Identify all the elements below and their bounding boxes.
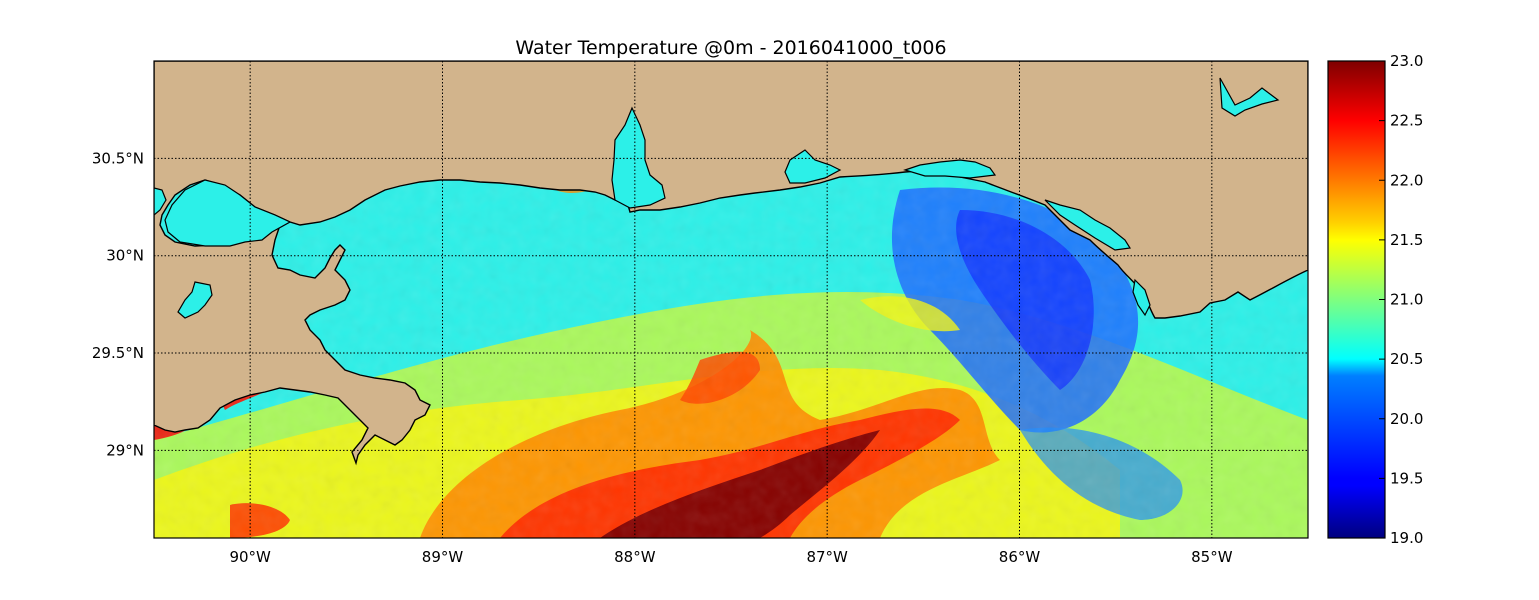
longitude-tick-labels: 90°W 89°W 88°W 87°W 86°W 85°W <box>229 548 1232 566</box>
colorbar-tick-label: 20.5 <box>1390 350 1423 368</box>
longitude-label: 87°W <box>806 548 848 566</box>
lake-maurepas <box>154 187 167 216</box>
colorbar-tick-label: 19.0 <box>1390 529 1423 547</box>
latitude-label: 30.5°N <box>92 149 144 167</box>
colorbar-tick-label: 21.5 <box>1390 231 1423 249</box>
colorbar-tick-label: 20.0 <box>1390 410 1423 428</box>
colorbar-ticks: 23.0 22.5 22.0 21.5 21.0 20.5 20.0 19.5 19.0 <box>1379 52 1423 547</box>
apalachicola-bay <box>1132 278 1151 317</box>
colorbar-tick-label: 22.5 <box>1390 112 1423 130</box>
choctawhatchee-bay <box>903 159 997 179</box>
st-andrew-bay <box>1044 199 1132 251</box>
map-plot <box>154 61 1308 538</box>
chart-title: Water Temperature @0m - 2016041000_t006 <box>515 37 946 59</box>
latitude-tick-labels: 30.5°N 30°N 29.5°N 29°N <box>92 149 144 459</box>
longitude-label: 85°W <box>1191 548 1233 566</box>
colorbar-gradient <box>1327 60 1386 539</box>
longitude-label: 90°W <box>229 548 271 566</box>
latitude-label: 29.5°N <box>92 344 144 362</box>
lake-pontchartrain <box>164 179 292 247</box>
colorbar: 23.0 22.5 22.0 21.5 21.0 20.5 20.0 19.5 19.0 <box>1327 52 1423 547</box>
colorbar-tick-label: 22.0 <box>1390 171 1423 189</box>
latitude-label: 29°N <box>106 441 144 459</box>
latitude-label: 30°N <box>106 247 144 265</box>
longitude-label: 86°W <box>999 548 1041 566</box>
lake-salvador <box>177 281 213 319</box>
colorbar-tick-label: 19.5 <box>1390 469 1423 487</box>
colorbar-tick-label: 23.0 <box>1390 52 1423 70</box>
longitude-label: 89°W <box>422 548 464 566</box>
longitude-label: 88°W <box>614 548 656 566</box>
graticule <box>154 61 1308 538</box>
map-frame <box>153 60 1309 539</box>
colorbar-tick-label: 21.0 <box>1390 291 1423 309</box>
northeast-lake <box>1219 77 1280 117</box>
